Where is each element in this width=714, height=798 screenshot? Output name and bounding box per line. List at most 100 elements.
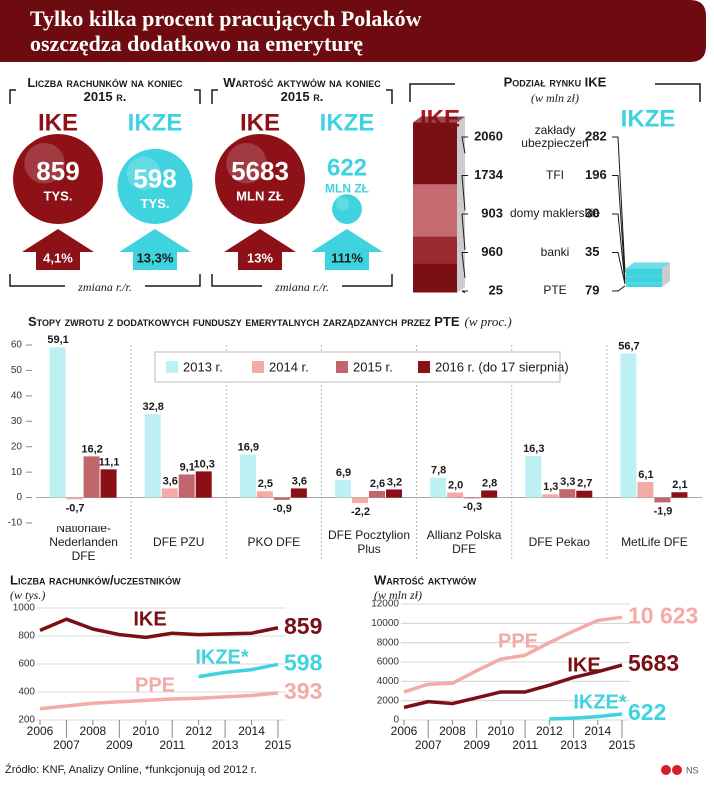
value-circle [13, 134, 103, 224]
bar [637, 482, 654, 498]
item-change: 111% [331, 250, 363, 265]
circle-highlight [226, 143, 267, 184]
series-name: IKZE* [195, 646, 249, 668]
ikze-value: 196 [585, 167, 607, 182]
x-tick-label-box: DFE PZU [153, 535, 204, 549]
bar [447, 492, 464, 498]
value-circle [332, 194, 362, 224]
bar [66, 497, 83, 500]
value-label: -0,7 [66, 502, 85, 514]
item-unit: TYS. [141, 196, 170, 211]
end-label: 598 [284, 649, 323, 675]
bar [576, 490, 593, 498]
x-tick-label: 2014 [238, 724, 265, 738]
value-label: 2,0 [448, 479, 463, 491]
value-label: 2,6 [370, 478, 385, 490]
connector [612, 252, 626, 285]
note-bg [262, 279, 342, 295]
y-tick-label: 4000 [377, 676, 400, 687]
value-label: 1,3 [543, 481, 558, 493]
chart-title: Liczba rachunków/uczestników [10, 572, 181, 587]
stack-segment [413, 236, 457, 264]
title: Tylko kilka procent pracujących Polaków … [30, 6, 422, 56]
logo-mark [661, 765, 671, 775]
x-tick-label: 2009 [106, 738, 133, 752]
x-tick-label: 2012 [536, 724, 563, 738]
bar [239, 454, 256, 498]
y-tick-label: 40 [11, 390, 23, 401]
y-tick-label: 200 [18, 715, 35, 726]
legend-swatch [336, 361, 348, 373]
connector [461, 290, 468, 294]
y-tick-label: 50 [11, 365, 23, 376]
x-tick-label: 2009 [463, 738, 490, 752]
value-circle [215, 134, 305, 224]
x-tick-label-box: MetLife DFE [621, 535, 688, 550]
category-label-box: domy maklerskie [510, 207, 600, 220]
x-tick-label: MetLife DFE [621, 535, 688, 550]
y-tick-label: 6000 [377, 657, 400, 668]
bar [542, 494, 559, 498]
bar [161, 488, 178, 498]
x-tick-label: 2007 [53, 738, 80, 752]
bar-side [662, 262, 670, 287]
category-label-box: banki [541, 245, 570, 258]
end-label: 622 [628, 699, 666, 725]
value-label: 16,3 [523, 443, 544, 455]
series-name: IKE [567, 654, 600, 676]
value-label: 3,2 [387, 476, 402, 488]
end-label: 10 623 [628, 602, 698, 628]
bracket [409, 83, 701, 102]
item-value: 859 [36, 156, 79, 186]
title-box: Tylko kilka procent pracujących Polaków … [30, 6, 422, 56]
legend-swatch [166, 361, 178, 373]
x-tick-label-box: Nationale-Nederlanden DFE [49, 526, 118, 560]
change-arrow [22, 229, 94, 270]
header-banner [0, 0, 706, 62]
ike-value: 960 [481, 244, 503, 259]
connector [461, 252, 468, 278]
value-label: 11,1 [99, 456, 120, 468]
bar [464, 497, 481, 499]
item-unit: MLN ZŁ [325, 181, 369, 195]
value-label: 3,6 [163, 475, 178, 487]
bar [100, 469, 117, 498]
series-line [403, 615, 623, 694]
ike-value: 903 [481, 205, 503, 220]
y-tick-label: 20 [11, 441, 23, 452]
item-change: 13,3% [137, 250, 174, 265]
ike-value: 2060 [474, 128, 503, 143]
bar-side [457, 116, 465, 293]
bar [620, 353, 637, 498]
bar [49, 347, 66, 498]
value-label: 32,8 [143, 401, 164, 413]
x-tick-label: 2015 [265, 738, 292, 752]
y-tick-label: 600 [18, 659, 35, 670]
category-label-box: TFI [546, 168, 564, 181]
bar [481, 490, 498, 498]
value-label: 2,5 [258, 478, 273, 490]
stack-segment [626, 276, 662, 283]
circle-highlight [335, 197, 350, 211]
ikze-value: 79 [585, 282, 599, 297]
chart-title-line: Stopy zwrotu z dodatkowych funduszy emer… [28, 314, 512, 329]
series-name: PPE [498, 630, 538, 652]
connector [612, 285, 626, 292]
source: Źródło: KNF, Analizy Online, *funkcjonuj… [5, 763, 257, 776]
series-line [39, 617, 279, 640]
value-label: 6,1 [638, 469, 653, 481]
bar [144, 414, 161, 498]
x-tick-label: 2006 [391, 724, 418, 738]
x-tick-label: 2010 [132, 724, 159, 738]
chart-subtitle: (w proc.) [465, 314, 512, 329]
note: zmiana r./r. [77, 280, 132, 294]
y-tick-label: 10000 [371, 618, 399, 629]
value-label: -0,9 [273, 503, 292, 515]
stack-segment [626, 284, 662, 287]
series-line [549, 712, 623, 721]
bracket [211, 89, 393, 104]
y-tick-label: 400 [18, 687, 35, 698]
value-label: 2,1 [672, 479, 687, 491]
legend-label: 2015 r. [353, 359, 393, 374]
